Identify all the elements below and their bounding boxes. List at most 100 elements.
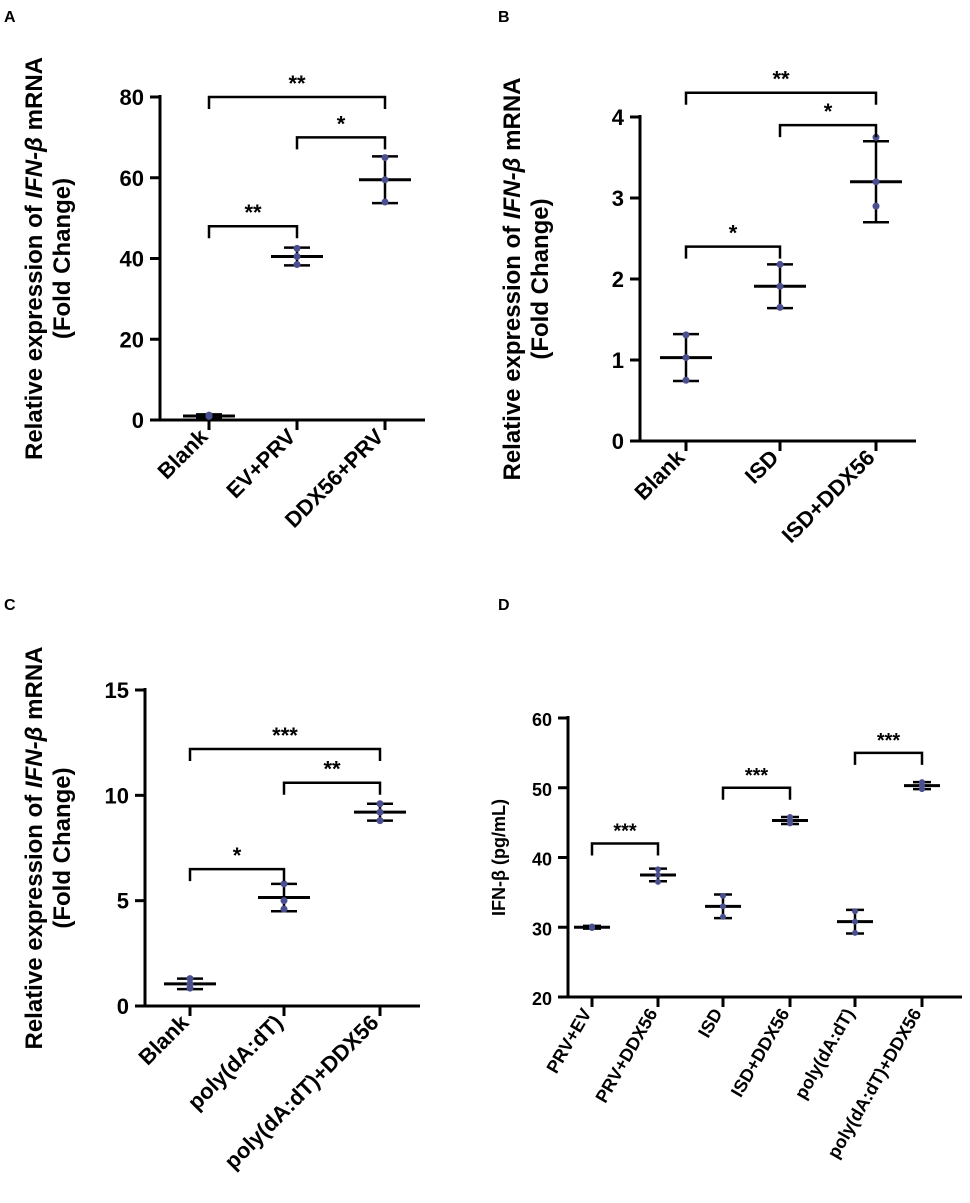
significance-bracket — [207, 95, 387, 109]
data-point — [720, 892, 726, 899]
data-point — [852, 929, 858, 936]
panel-c: C051015Blankpoly(dA:dT)poly(dA:dT)+DDX56… — [4, 597, 420, 1174]
data-point — [293, 252, 301, 260]
data-point — [381, 176, 389, 184]
significance-bracket — [207, 224, 299, 239]
category-label: PRV+DDX56 — [592, 1005, 662, 1106]
significance-label: ** — [244, 200, 262, 225]
y-tick-label: 40 — [120, 247, 144, 272]
y-tick-label: 50 — [532, 780, 552, 800]
data-point — [852, 908, 858, 915]
data-point — [682, 376, 690, 384]
y-axis-label: Relative expression of IFN-β mRNA — [499, 77, 526, 480]
panel-letter: B — [498, 9, 510, 26]
data-point — [280, 897, 288, 905]
category-label: ISD+DDX56 — [777, 445, 880, 548]
y-axis-label-part: β — [21, 137, 48, 153]
data-point — [776, 260, 784, 268]
significance-label: ** — [288, 71, 306, 96]
y-tick-label: 60 — [532, 710, 552, 730]
category-label: ISD — [740, 445, 784, 489]
data-point — [381, 154, 389, 162]
significance-bracket — [188, 867, 286, 882]
y-axis-label-line2: (Fold Change) — [49, 767, 76, 928]
y-axis-label-part: mRNA — [21, 646, 48, 726]
significance-label: *** — [745, 765, 769, 787]
y-axis-label-part: β — [21, 726, 48, 742]
significance-label: *** — [613, 821, 637, 843]
data-point — [776, 282, 784, 290]
y-axis-label-part: mRNA — [499, 77, 526, 157]
y-axis-label-part: β — [499, 157, 526, 173]
y-axis-label: IFN-β (pg/mL) — [489, 799, 509, 916]
significance-bracket — [295, 136, 387, 150]
significance-label: *** — [272, 723, 298, 748]
significance-label: * — [729, 221, 738, 246]
data-point — [682, 331, 690, 339]
panel-letter: C — [4, 597, 16, 614]
y-tick-label: 40 — [532, 850, 552, 870]
significance-bracket — [778, 123, 878, 138]
y-axis-label: Relative expression of IFN-β mRNA — [21, 646, 48, 1049]
y-tick-label: 10 — [105, 783, 129, 808]
data-point — [720, 903, 726, 910]
data-point — [376, 817, 384, 825]
significance-label: *** — [877, 730, 901, 752]
data-point — [293, 261, 301, 269]
data-point — [919, 779, 925, 786]
y-axis-label-line2: (Fold Change) — [527, 198, 554, 359]
category-label: ISD+DDX56 — [727, 1005, 794, 1100]
y-axis-label-part: mRNA — [21, 57, 48, 137]
y-tick-label: 0 — [117, 994, 129, 1019]
category-label: EV+PRV — [221, 424, 300, 503]
y-tick-label: 80 — [120, 85, 144, 110]
y-axis-label-part: IFN- — [21, 152, 48, 199]
y-tick-label: 30 — [532, 919, 552, 939]
data-point — [186, 980, 194, 988]
significance-bracket — [684, 245, 782, 259]
y-axis-label-part: Relative expression of — [21, 788, 48, 1049]
data-point — [655, 871, 661, 878]
y-axis-label-part: Relative expression of — [21, 199, 48, 460]
data-point — [720, 913, 726, 920]
data-point — [376, 800, 384, 808]
category-label: poly(dA:dT) — [183, 1010, 288, 1115]
significance-bracket — [590, 842, 660, 856]
y-tick-label: 5 — [117, 889, 129, 914]
data-point — [682, 354, 690, 362]
data-point — [381, 198, 389, 206]
data-point — [186, 975, 194, 983]
y-tick-label: 20 — [120, 327, 144, 352]
data-point — [776, 303, 784, 311]
y-tick-label: 3 — [612, 186, 624, 211]
panel-letter: D — [498, 597, 510, 614]
y-axis-label: Relative expression of IFN-β mRNA — [21, 57, 48, 460]
data-point — [787, 814, 793, 821]
panel-letter: A — [4, 9, 16, 26]
significance-bracket — [188, 747, 382, 761]
data-point — [376, 808, 384, 816]
y-tick-label: 60 — [120, 166, 144, 191]
significance-label: * — [824, 99, 833, 124]
y-tick-label: 1 — [612, 348, 624, 373]
y-tick-label: 4 — [612, 105, 625, 130]
significance-bracket — [282, 781, 382, 795]
y-axis-label-part: Relative expression of — [499, 219, 526, 480]
y-axis-label-line2: (Fold Change) — [49, 178, 76, 339]
data-point — [872, 133, 880, 141]
y-axis-label-part: IFN- — [499, 172, 526, 219]
data-point — [280, 905, 288, 913]
data-point — [205, 412, 213, 420]
category-label: Blank — [133, 1009, 194, 1070]
category-label: Blank — [152, 423, 213, 484]
significance-bracket — [853, 751, 924, 765]
y-axis-label-part: IFN- — [21, 741, 48, 788]
data-point — [280, 880, 288, 888]
data-point — [852, 918, 858, 925]
y-tick-label: 2 — [612, 267, 624, 292]
category-label: Blank — [629, 444, 690, 505]
